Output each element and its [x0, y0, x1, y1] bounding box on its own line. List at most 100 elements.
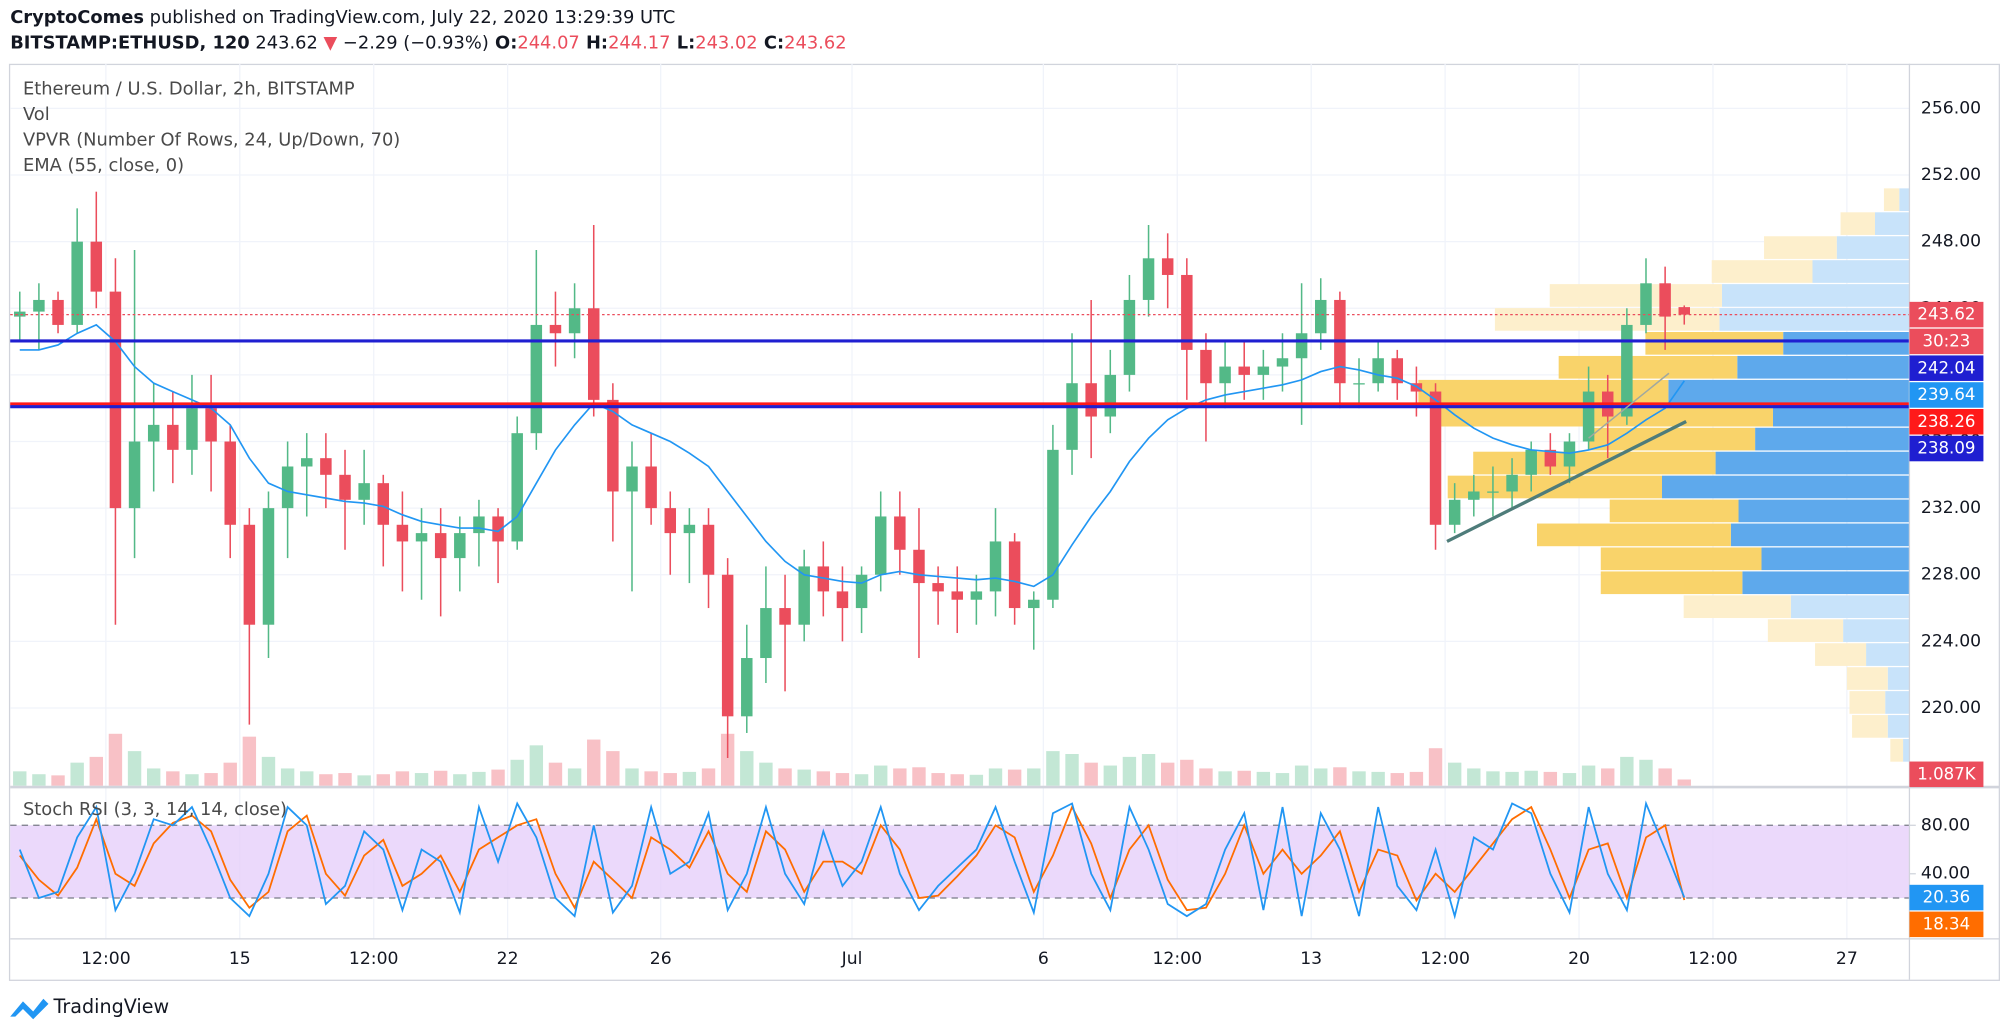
volume-bar — [931, 773, 945, 786]
candle-body — [1238, 366, 1250, 375]
price-marker: 20.36 — [1909, 884, 1984, 911]
candle-body — [836, 591, 849, 609]
x-tick-label: 12:00 — [1688, 949, 1738, 969]
ohlc-label: L: — [671, 32, 696, 53]
vpvr-down — [1549, 284, 1722, 307]
volume-bar — [625, 768, 639, 786]
price-marker-label: 30:23 — [1923, 332, 1971, 351]
candle-body — [951, 591, 963, 600]
vpvr-up — [1742, 571, 1910, 595]
change-arrow: ▼ — [318, 32, 338, 53]
indicator-legend: VPVR (Number Of Rows, 24, Up/Down, 70) — [23, 129, 400, 150]
volume-bar — [548, 762, 563, 786]
volume-bar — [1390, 773, 1404, 786]
candle-body — [1066, 383, 1078, 450]
volume-bar — [1027, 768, 1041, 786]
volume-bar — [816, 771, 831, 786]
volume-bar — [1581, 765, 1596, 786]
volume-bar — [893, 768, 907, 786]
volume-bar — [529, 745, 544, 786]
y-tick-label: 232.00 — [1921, 498, 1981, 518]
candle-body — [721, 574, 734, 717]
candle-body — [415, 533, 428, 542]
price-marker: 242.04 — [1909, 355, 1984, 381]
candle-body — [970, 591, 983, 600]
volume-bar — [433, 770, 448, 786]
volume-bar — [319, 774, 333, 786]
candle-body — [301, 458, 313, 467]
price-marker: 30:23 — [1909, 328, 1984, 355]
candle-body — [14, 311, 26, 317]
volume-bar — [988, 768, 1003, 786]
price-marker-box — [1909, 328, 1984, 355]
candle-body — [1353, 383, 1365, 385]
logo-icon — [10, 998, 49, 1020]
ohlc-value: 244.17 — [608, 32, 670, 53]
candle-body — [71, 241, 83, 325]
volume-bar — [1237, 770, 1251, 786]
candle-body — [1640, 283, 1652, 325]
volume-bar — [146, 768, 161, 786]
volume-profile — [1418, 188, 1910, 762]
volume-bar — [108, 733, 123, 786]
volume-bar — [1275, 773, 1290, 786]
vpvr-down — [1600, 547, 1762, 571]
stoch-band — [10, 825, 1910, 899]
y-tick-label: 256.00 — [1921, 98, 1981, 118]
vpvr-down — [1645, 332, 1784, 355]
volume-bar — [453, 774, 467, 786]
candle-body — [549, 324, 562, 334]
candle-body — [913, 549, 925, 584]
vpvr-up — [1866, 643, 1910, 666]
vpvr-up — [1903, 739, 1910, 762]
volume-bar — [1677, 779, 1691, 786]
candle-body — [1008, 541, 1021, 609]
candle-body — [607, 399, 619, 492]
candle-body — [932, 583, 944, 592]
volume-bar — [1601, 768, 1615, 786]
volume-bar — [1505, 771, 1519, 786]
x-tick-label: 12:00 — [81, 949, 131, 969]
candle-body — [1506, 474, 1518, 492]
volume-bar — [950, 774, 964, 786]
candle-body — [1372, 358, 1384, 384]
candle-body — [52, 299, 64, 325]
candle-body — [587, 308, 600, 400]
symbol: BITSTAMP:ETHUSD, 120 — [10, 32, 250, 53]
price-marker: 243.62 — [1909, 301, 1984, 328]
axes: 12:00 15 12:00 22 26 Jul 6 12:00 13 12:00 20 12:00 2… — [81, 98, 1984, 969]
candle-body — [1181, 274, 1193, 350]
change: −2.29 (−0.93%) — [337, 32, 489, 53]
ohlc-value: 244.07 — [517, 32, 579, 53]
vpvr-down — [1588, 427, 1756, 451]
ohlc-value: 243.02 — [695, 32, 757, 53]
vpvr-up — [1761, 547, 1910, 571]
x-tick-label: 20 — [1568, 949, 1590, 969]
vpvr-up — [1661, 475, 1910, 499]
candle-body — [1621, 324, 1633, 417]
volume-bar — [1524, 770, 1538, 786]
candle-body — [1468, 491, 1480, 500]
volume-bar — [204, 773, 218, 786]
volume-bar — [759, 762, 773, 786]
candle-body — [167, 424, 179, 450]
price-marker: 238.09 — [1909, 435, 1984, 462]
chart-frame — [8, 63, 2000, 981]
candle-body — [1257, 366, 1270, 375]
volume-bar — [166, 771, 180, 786]
price-marker-label: 18.34 — [1923, 914, 1970, 933]
volume-bar — [1256, 771, 1271, 786]
ohlc-label: C: — [758, 32, 784, 53]
volume-bar — [89, 756, 103, 786]
volume-bar — [1428, 748, 1443, 786]
candle-body — [243, 524, 256, 625]
candle-body — [1142, 258, 1155, 300]
candle-body — [702, 524, 715, 575]
candle-body — [1582, 391, 1595, 442]
vpvr-down — [1890, 739, 1904, 762]
last-price: 243.62 — [250, 32, 318, 53]
volume-bar — [1658, 768, 1672, 786]
price-marker-box — [1909, 382, 1984, 408]
stoch-d-line — [19, 804, 1686, 912]
vpvr-up — [1790, 595, 1910, 619]
